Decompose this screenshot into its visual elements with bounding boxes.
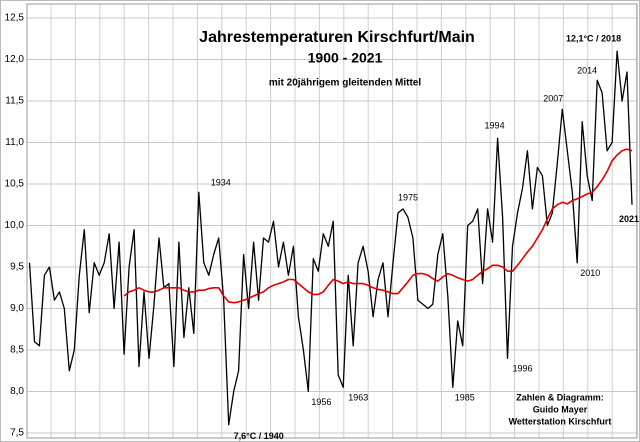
y-tick-label: 8,5	[10, 345, 24, 356]
y-tick-label: 9,0	[10, 303, 24, 314]
credit: Guido Mayer	[533, 404, 588, 414]
annotation: 2010	[580, 268, 600, 278]
y-tick-label: 10,5	[5, 179, 25, 190]
plot-frame	[26, 3, 638, 439]
credit: Wetterstation Kirschfurt	[509, 416, 612, 426]
annotation: 1934	[211, 178, 231, 188]
y-tick-label: 7,5	[10, 428, 24, 439]
credit: Zahlen & Diagramm:	[516, 392, 604, 402]
annotation: 1996	[513, 364, 533, 374]
y-tick-label: 9,5	[10, 262, 24, 273]
y-tick-label: 11,0	[5, 137, 24, 148]
y-tick-label: 11,5	[5, 96, 24, 107]
annotation: 2014	[577, 66, 597, 76]
chart-subtitle: 1900 - 2021	[308, 50, 383, 66]
annotation: 2007	[543, 94, 563, 104]
annotation: 1963	[348, 393, 368, 403]
annotation: 1956	[311, 397, 331, 407]
series-line	[28, 50, 633, 426]
chart-title: Jahrestemperaturen Kirschfurt/Main	[199, 29, 475, 46]
annotation: 12,1°C / 2018	[566, 34, 621, 44]
annotation: 7,6°C / 1940	[234, 431, 284, 441]
annotation: 1985	[455, 393, 475, 403]
chart-note: mit 20jährigem gleitenden Mittel	[269, 78, 421, 89]
annotation: 1975	[398, 192, 418, 202]
y-tick-label: 10,0	[5, 220, 25, 231]
y-tick-label: 12,0	[5, 54, 25, 65]
annotation: 2021	[619, 214, 639, 224]
annotation: 1994	[485, 121, 505, 131]
series-line	[123, 148, 633, 304]
y-tick-label: 12,5	[5, 13, 25, 24]
y-tick-label: 8,0	[10, 386, 24, 397]
